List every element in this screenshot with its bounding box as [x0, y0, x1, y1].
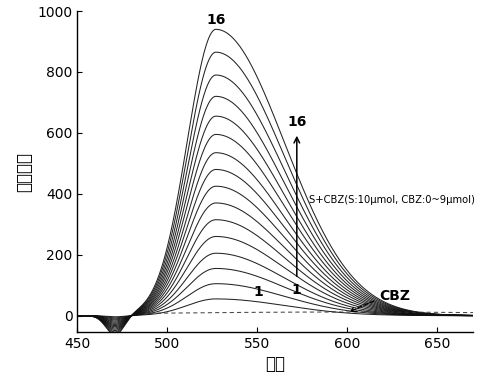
X-axis label: 波长: 波长: [265, 356, 285, 373]
Text: 1: 1: [292, 283, 302, 297]
Text: 16: 16: [207, 13, 226, 27]
Text: CBZ: CBZ: [351, 289, 410, 312]
Text: S+CBZ(S:10μmol, CBZ:0~9μmol): S+CBZ(S:10μmol, CBZ:0~9μmol): [309, 195, 475, 205]
Text: 16: 16: [287, 115, 306, 129]
Y-axis label: 荧光强度: 荧光强度: [15, 152, 33, 192]
Text: 1: 1: [254, 285, 264, 299]
